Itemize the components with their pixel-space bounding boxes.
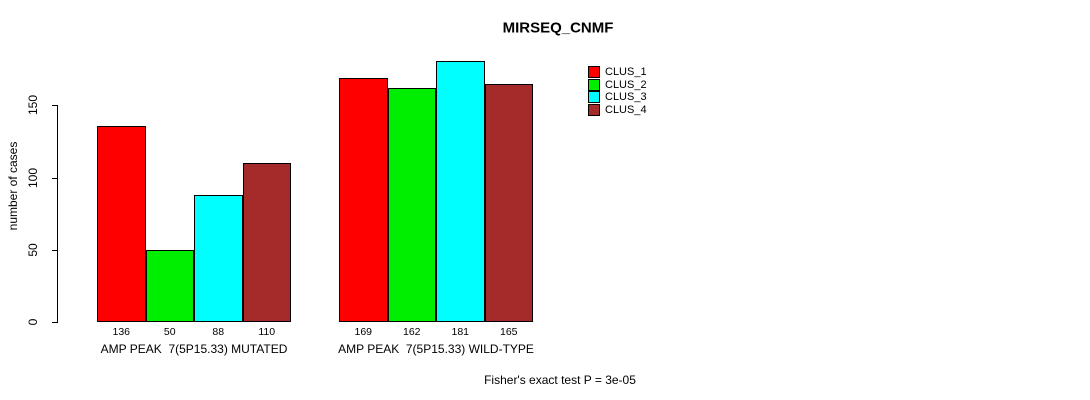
bar-value-label: 162 (402, 326, 421, 338)
bar-clus_4-group2 (484, 83, 533, 322)
legend-label: CLUS_1 (605, 66, 647, 79)
bar-value-label: 169 (354, 326, 373, 338)
y-tick-label: 150 (26, 95, 40, 116)
legend-label: CLUS_3 (605, 91, 647, 104)
y-axis-label: number of cases (6, 141, 20, 231)
legend-item-clus_4: CLUS_4 (588, 103, 647, 117)
legend-label: CLUS_4 (605, 103, 647, 116)
y-tick-label: 0 (26, 318, 40, 326)
legend-swatch-icon (588, 66, 600, 79)
legend-swatch-icon (588, 78, 600, 91)
bar-clus_1-group1 (97, 125, 146, 322)
y-tick (52, 322, 58, 323)
bar-value-label: 165 (499, 326, 518, 338)
bar-clus_2-group2 (387, 88, 436, 322)
y-tick (52, 177, 58, 179)
y-axis-line (57, 105, 58, 323)
bar-clus_3-group2 (436, 60, 485, 322)
y-tick (52, 249, 58, 251)
legend-swatch-icon (588, 91, 600, 104)
y-tick-label: 100 (26, 167, 40, 188)
x-group-label: AMP PEAK 7(5P15.33) WILD-TYPE (338, 342, 534, 356)
fishers-test-annotation: Fisher's exact test P = 3e-05 (484, 373, 636, 387)
bar-clus_2-group1 (145, 249, 194, 322)
bar-value-label: 50 (163, 326, 176, 338)
legend-label: CLUS_2 (605, 78, 647, 91)
bar-clus_1-group2 (339, 77, 388, 322)
bar-clus_4-group1 (242, 163, 291, 322)
x-group-label: AMP PEAK 7(5P15.33) MUTATED (100, 342, 288, 356)
y-tick (52, 105, 58, 107)
y-tick-label: 50 (26, 243, 40, 257)
legend: CLUS_1 CLUS_2 CLUS_3 CLUS_4 (588, 66, 647, 116)
bar-value-label: 88 (212, 326, 225, 338)
legend-item-clus_1: CLUS_1 (588, 66, 647, 79)
bar-value-label: 181 (451, 326, 470, 338)
legend-item-clus_3: CLUS_3 (588, 91, 647, 104)
chart-title: MIRSEQ_CNMF (502, 19, 614, 37)
bar-value-label: 110 (258, 326, 276, 338)
bar-value-label: 136 (112, 326, 131, 338)
legend-swatch-icon (588, 103, 600, 116)
bar-clus_3-group1 (194, 194, 243, 322)
legend-item-clus_2: CLUS_2 (588, 78, 647, 92)
